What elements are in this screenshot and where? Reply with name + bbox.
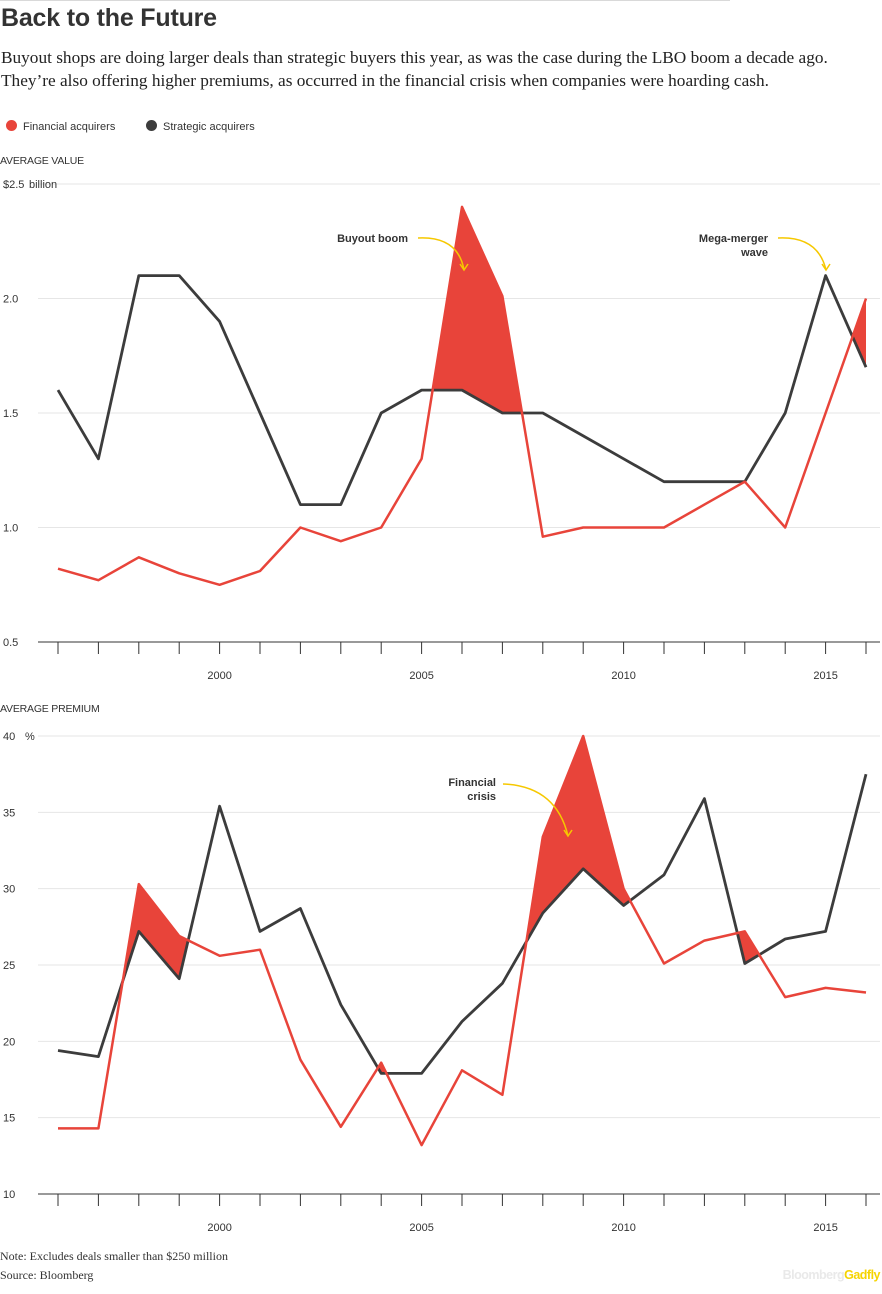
chart-subtitle: Buyout shops are doing larger deals than… [1,48,828,90]
chart-title: Back to the Future [1,4,217,32]
annotation-arrow [502,783,569,837]
strategic-acquirers-line [56,274,868,506]
strategic-acquirers-line [57,773,868,1075]
top-rule [0,0,730,1]
fill-between-area [526,736,630,942]
x-tick-label: 2000 [207,670,231,682]
annotation-arrow [417,237,465,271]
x-tick-label: 2005 [409,1222,433,1234]
y-tick-label: 25 [3,960,15,972]
panel-title-average-premium: AVERAGE PREMIUM [0,703,100,715]
y-unit-label: billion [29,179,57,191]
annotation-label: Financial crisis [448,777,496,803]
legend-label-strategic: Strategic acquirers [163,121,255,133]
y-unit-label: % [25,731,35,743]
y-tick-label: 15 [3,1113,15,1125]
x-tick-label: 2010 [611,1222,635,1234]
y-tick-label: 1.0 [3,523,18,535]
y-tick-label: 40 [3,731,15,743]
y-tick-label: $2.5 [3,179,24,191]
fill-between-area [122,884,189,982]
annotation-label: Mega-merger wave [699,233,769,259]
annotation-arrowhead [821,263,831,272]
annotation-label: Buyout boom [337,233,408,245]
y-tick-label: 1.5 [3,408,18,420]
panel-title-average-value: AVERAGE VALUE [0,155,84,167]
financial-acquirers-line [58,734,867,1147]
x-tick-label: 2010 [611,670,635,682]
source-note: Source: Bloomberg [0,1268,94,1282]
average-value-chart: 0.5 1.0 1.5 2.0 $2.5 billion 2000 2005 2010 2015 B… [3,179,880,682]
y-tick-label: 30 [3,884,15,896]
annotation-arrowhead [459,263,469,272]
y-tick-label: 35 [3,807,15,819]
footnote: Note: Excludes deals smaller than $250 m… [0,1249,228,1263]
y-tick-label: 10 [3,1189,15,1201]
y-tick-label: 2.0 [3,294,18,306]
x-tick-label: 2015 [813,670,837,682]
x-tick-label: 2015 [813,1222,837,1234]
fill-between-area [852,298,866,368]
annotation-arrowhead [563,829,573,838]
legend-swatch-financial [6,120,17,131]
x-tick-label: 2000 [207,1222,231,1234]
annotation-arrow [777,237,827,271]
y-tick-label: 0.5 [3,637,18,649]
average-premium-chart: 10 15 20 25 30 35 40 % 2000 2005 2010 2015 Financial… [3,731,880,1234]
legend-swatch-strategic [146,120,157,131]
brand-logo: BloombergGadfly [782,1268,881,1282]
x-tick-label: 2005 [409,670,433,682]
financial-acquirers-line [57,205,868,587]
legend-label-financial: Financial acquirers [23,121,116,133]
y-tick-label: 20 [3,1036,15,1048]
